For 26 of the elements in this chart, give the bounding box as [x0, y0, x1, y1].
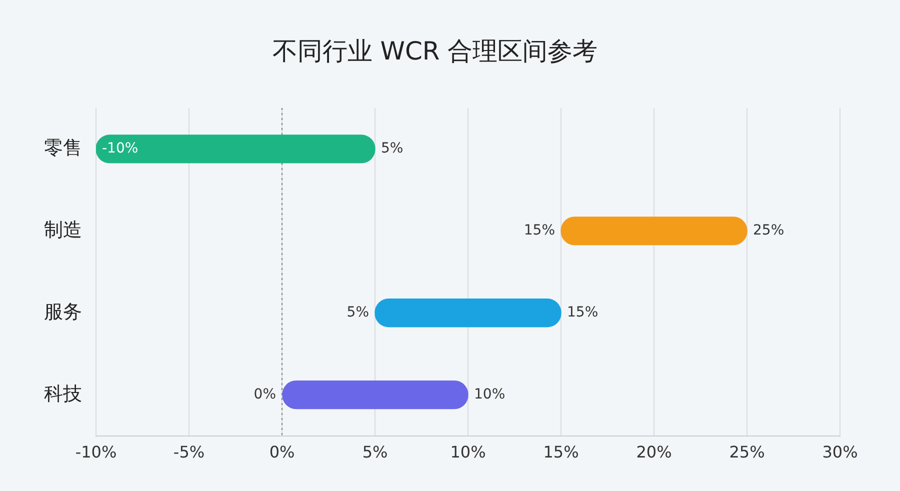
annotation: 15% — [567, 304, 598, 321]
annotation: 0% — [254, 386, 276, 402]
annotation: 10% — [474, 386, 506, 402]
x-tick-label: 10% — [450, 442, 486, 462]
chart-title: 不同行业 WCR 合理区间参考 — [272, 36, 598, 66]
annotation: 15% — [524, 222, 555, 239]
annotation: -10% — [102, 140, 138, 157]
x-tick-label: 20% — [636, 442, 672, 462]
annotation: 5% — [346, 304, 369, 321]
x-tick-label: -10% — [75, 442, 117, 462]
y-tick-label: 制造 — [44, 218, 82, 241]
x-tick-label: -5% — [173, 442, 205, 462]
y-tick-label: 服务 — [44, 300, 82, 323]
x-tick-label: 25% — [729, 442, 765, 462]
y-tick-label: 科技 — [44, 382, 82, 405]
bar — [374, 298, 562, 328]
y-tick-label: 零售 — [44, 136, 82, 159]
annotation: 5% — [381, 140, 404, 157]
x-tick-label: 15% — [543, 442, 579, 462]
x-tick-label: 5% — [362, 442, 388, 462]
x-tick-label: 30% — [822, 442, 858, 462]
bar — [560, 216, 748, 246]
bar — [96, 134, 376, 164]
x-tick-label: 0% — [269, 442, 295, 462]
annotation: 25% — [753, 222, 784, 239]
bar — [282, 380, 468, 410]
